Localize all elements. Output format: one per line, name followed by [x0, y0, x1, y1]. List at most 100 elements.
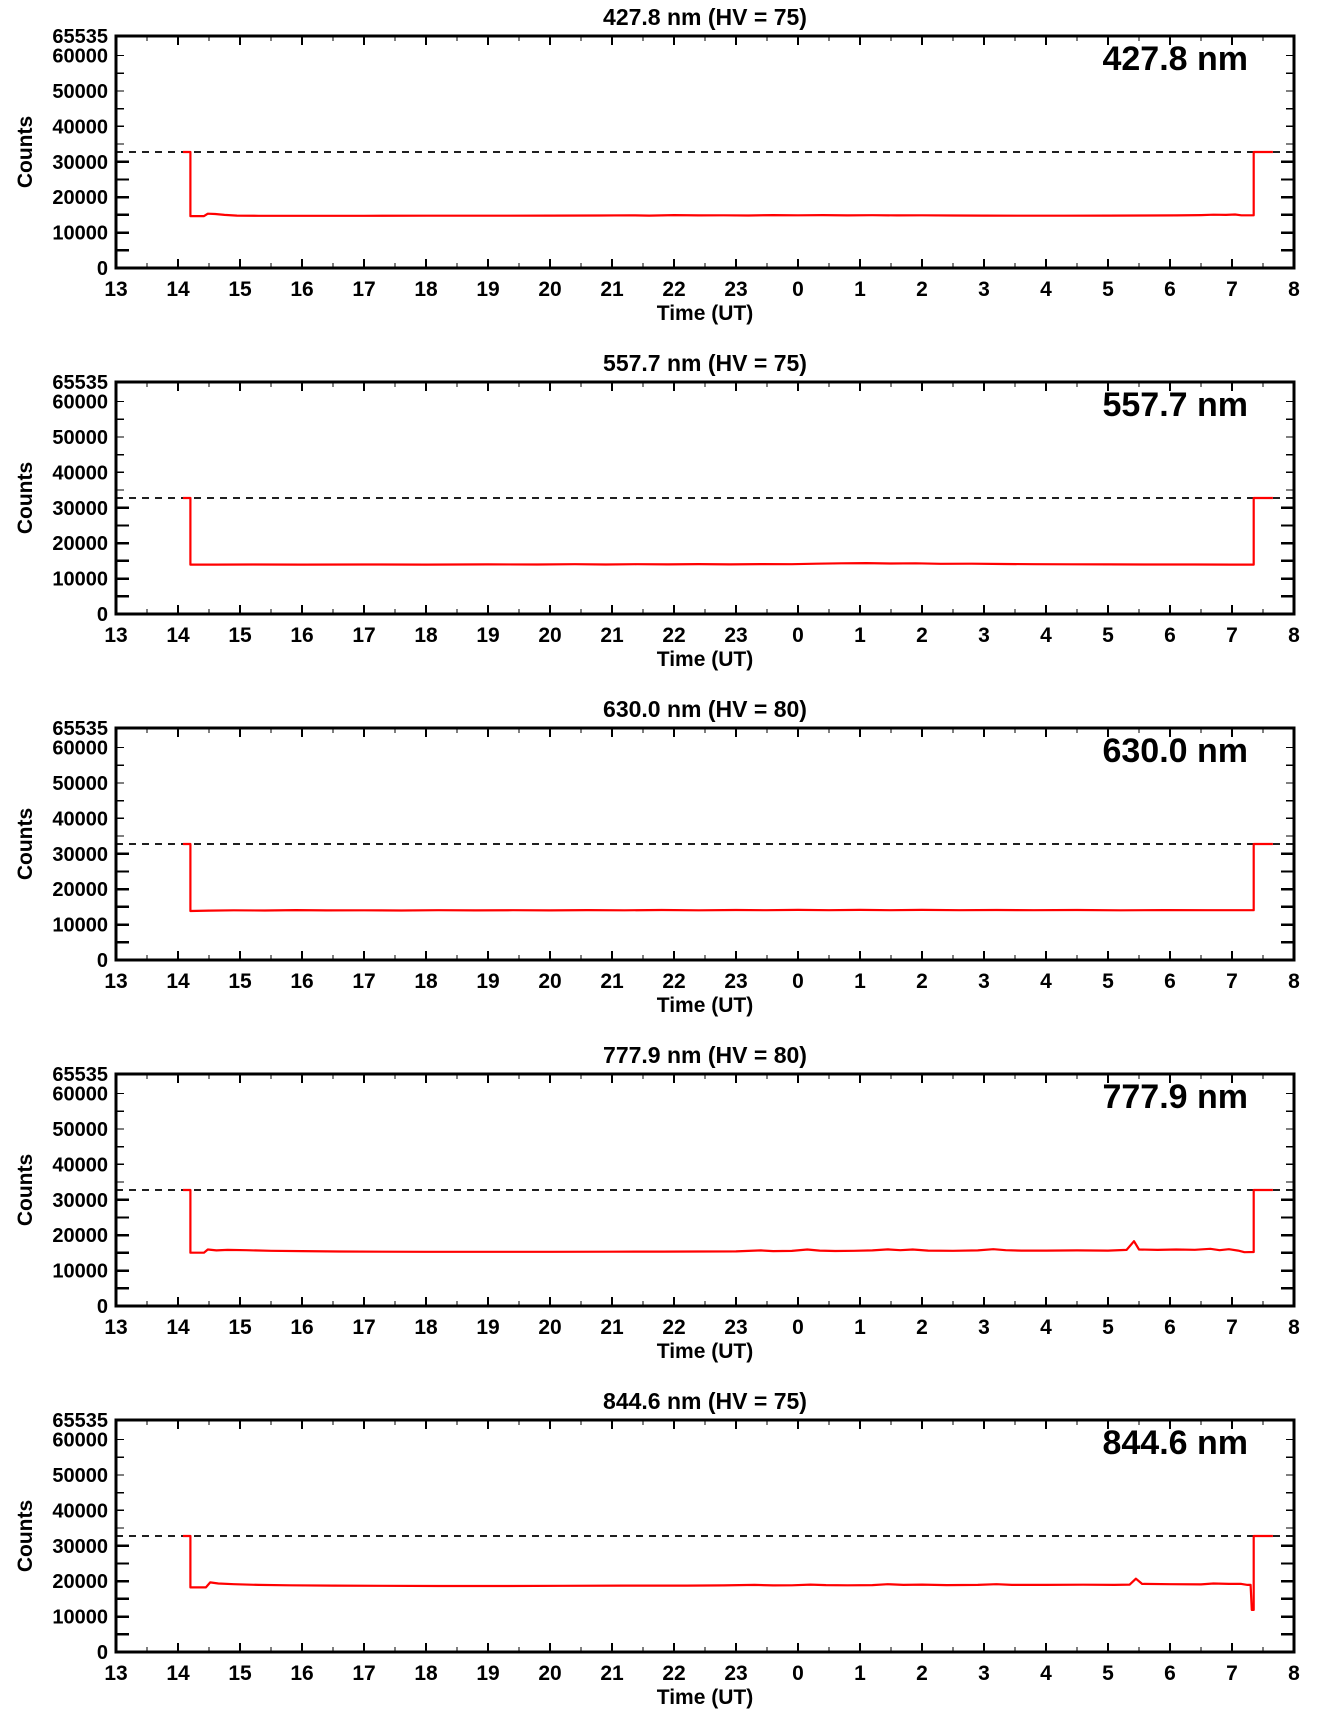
wavelength-annotation: 427.8 nm — [1102, 40, 1248, 78]
svg-text:50000: 50000 — [52, 1465, 108, 1487]
svg-text:19: 19 — [476, 1316, 499, 1339]
plot-canvas-630-0: 13 14 15 16 17 18 19 20 21 22 23 0 1 2 3 4 5 6 7 8010000200… — [52, 718, 1300, 993]
svg-text:1: 1 — [854, 970, 866, 993]
svg-text:3: 3 — [978, 624, 990, 647]
plot-title: 427.8 nm (HV = 75) — [603, 4, 807, 30]
svg-text:7: 7 — [1226, 1316, 1238, 1339]
svg-text:17: 17 — [352, 624, 375, 647]
svg-text:23: 23 — [724, 970, 747, 993]
svg-text:10000: 10000 — [52, 1607, 108, 1629]
panel-427-8-nm: 13 14 15 16 17 18 19 20 21 22 23 0 1 2 3 4 5 6 7 8 0 10000 200… — [0, 0, 1336, 346]
svg-text:19: 19 — [476, 1662, 499, 1685]
svg-text:6: 6 — [1164, 278, 1176, 301]
svg-text:7: 7 — [1226, 970, 1238, 993]
svg-text:20000: 20000 — [52, 187, 108, 209]
svg-text:22: 22 — [662, 970, 685, 993]
svg-text:8: 8 — [1288, 1662, 1300, 1685]
plot-canvas-777-9: 13 14 15 16 17 18 19 20 21 22 23 0 1 2 3 4 5 6 7 8010000200… — [52, 1064, 1300, 1339]
svg-text:21: 21 — [600, 278, 624, 301]
svg-text:20: 20 — [538, 1316, 561, 1339]
panel-557-7-nm: 13 14 15 16 17 18 19 20 21 22 23 0 1 2 3 4 5 6 7 8 0 10000 200… — [0, 346, 1336, 692]
svg-text:14: 14 — [166, 1316, 190, 1339]
svg-text:21: 21 — [600, 970, 624, 993]
svg-text:5: 5 — [1102, 970, 1114, 993]
x-axis-label: Time (UT) — [656, 994, 754, 1017]
svg-text:14: 14 — [166, 624, 190, 647]
svg-text:13: 13 — [104, 278, 127, 301]
svg-text:0: 0 — [97, 1642, 108, 1664]
svg-text:6: 6 — [1164, 624, 1176, 647]
svg-text:20000: 20000 — [52, 1571, 108, 1593]
svg-text:1: 1 — [854, 1662, 866, 1685]
svg-text:0: 0 — [97, 950, 108, 972]
svg-text:65535: 65535 — [52, 1410, 108, 1432]
wavelength-annotation: 630.0 nm — [1102, 732, 1248, 770]
x-axis-label: Time (UT) — [656, 648, 754, 671]
svg-text:16: 16 — [290, 1662, 313, 1685]
svg-text:50000: 50000 — [52, 81, 108, 103]
svg-text:20000: 20000 — [52, 879, 108, 901]
svg-text:20000: 20000 — [52, 533, 108, 555]
svg-text:20: 20 — [538, 1662, 561, 1685]
svg-text:19: 19 — [476, 970, 499, 993]
svg-text:60000: 60000 — [52, 1430, 108, 1452]
plot-title: 630.0 nm (HV = 80) — [603, 696, 807, 722]
svg-text:4: 4 — [1040, 1316, 1052, 1339]
svg-text:40000: 40000 — [52, 462, 108, 484]
svg-text:5: 5 — [1102, 1662, 1114, 1685]
svg-text:3: 3 — [978, 1316, 990, 1339]
svg-text:20: 20 — [538, 970, 561, 993]
svg-text:2: 2 — [916, 1316, 928, 1339]
svg-text:17: 17 — [352, 1662, 375, 1685]
svg-text:50000: 50000 — [52, 773, 108, 795]
plot-title: 777.9 nm (HV = 80) — [603, 1042, 807, 1068]
svg-text:65535: 65535 — [52, 1064, 108, 1086]
svg-text:10000: 10000 — [52, 569, 108, 591]
svg-text:6: 6 — [1164, 1662, 1176, 1685]
svg-text:3: 3 — [978, 278, 990, 301]
svg-text:22: 22 — [662, 624, 685, 647]
svg-text:5: 5 — [1102, 624, 1114, 647]
svg-text:18: 18 — [414, 278, 438, 301]
panel-844-6-nm: 13 14 15 16 17 18 19 20 21 22 23 0 1 2 3 4 5 6 7 8 0 10000 200… — [0, 1384, 1336, 1730]
svg-text:14: 14 — [166, 970, 190, 993]
svg-text:40000: 40000 — [52, 1154, 108, 1176]
svg-text:30000: 30000 — [52, 152, 108, 174]
plot-title: 557.7 nm (HV = 75) — [603, 350, 807, 376]
svg-text:0: 0 — [792, 1662, 804, 1685]
svg-text:0: 0 — [792, 624, 804, 647]
y-axis-label: Counts — [14, 1153, 37, 1227]
panel-777-9-nm: 13 14 15 16 17 18 19 20 21 22 23 0 1 2 3 4 5 6 7 8 0 10000 200… — [0, 1038, 1336, 1384]
svg-text:7: 7 — [1226, 624, 1238, 647]
svg-text:22: 22 — [662, 1662, 685, 1685]
svg-text:30000: 30000 — [52, 498, 108, 520]
svg-text:60000: 60000 — [52, 1084, 108, 1106]
svg-text:20000: 20000 — [52, 1225, 108, 1247]
svg-text:23: 23 — [724, 1316, 747, 1339]
svg-text:16: 16 — [290, 970, 313, 993]
svg-text:19: 19 — [476, 278, 499, 301]
svg-text:16: 16 — [290, 278, 313, 301]
svg-text:8: 8 — [1288, 1316, 1300, 1339]
x-axis-label: Time (UT) — [656, 1340, 754, 1363]
svg-text:30000: 30000 — [52, 1536, 108, 1558]
svg-text:65535: 65535 — [52, 26, 108, 48]
svg-text:13: 13 — [104, 970, 127, 993]
svg-text:21: 21 — [600, 1662, 624, 1685]
svg-text:13: 13 — [104, 1316, 127, 1339]
svg-text:8: 8 — [1288, 278, 1300, 301]
svg-text:16: 16 — [290, 624, 313, 647]
panel-630-0-nm: 13 14 15 16 17 18 19 20 21 22 23 0 1 2 3 4 5 6 7 8 0 10000 200… — [0, 692, 1336, 1038]
y-axis-label: Counts — [14, 461, 37, 535]
svg-text:16: 16 — [290, 1316, 313, 1339]
svg-text:50000: 50000 — [52, 1119, 108, 1141]
svg-text:18: 18 — [414, 970, 438, 993]
svg-text:13: 13 — [104, 624, 127, 647]
svg-text:0: 0 — [97, 258, 108, 280]
svg-text:10000: 10000 — [52, 223, 108, 245]
svg-text:2: 2 — [916, 624, 928, 647]
svg-text:10000: 10000 — [52, 915, 108, 937]
svg-text:22: 22 — [662, 1316, 685, 1339]
svg-text:1: 1 — [854, 1316, 866, 1339]
